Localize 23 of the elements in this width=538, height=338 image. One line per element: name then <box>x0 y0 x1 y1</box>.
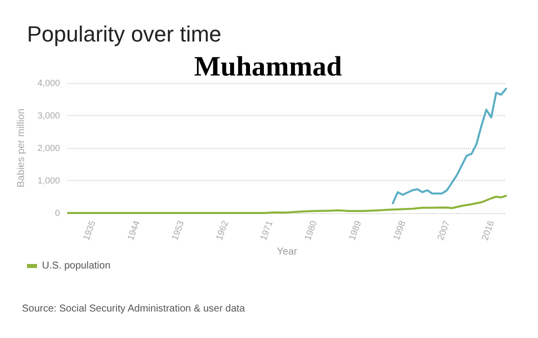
y-tick-label: 4,000 <box>37 78 60 88</box>
legend-label: U.S. population <box>42 260 110 272</box>
y-axis-title: Babies per million <box>16 108 28 188</box>
x-tick-label: 1980 <box>302 219 319 242</box>
y-tick-label: 3,000 <box>37 110 60 120</box>
x-tick-label: 1989 <box>346 219 364 242</box>
x-tick-label: 2007 <box>435 219 452 242</box>
x-tick-label: 1971 <box>258 219 274 242</box>
line-series <box>67 194 507 214</box>
x-tick-label: 1998 <box>391 219 408 242</box>
x-tick-label: 1953 <box>170 219 186 242</box>
y-tick-label: 1,000 <box>37 176 60 186</box>
chart-title: Popularity over time <box>27 22 222 46</box>
x-tick-label: 1944 <box>125 219 142 242</box>
y-tick-label: 2,000 <box>37 143 60 153</box>
chart-subtitle: Muhammad <box>194 52 342 82</box>
line-series <box>392 88 507 204</box>
x-axis-title: Year <box>276 246 298 258</box>
x-tick-label: 2016 <box>480 219 496 242</box>
source-note: Source: Social Security Administration & user data <box>22 304 246 314</box>
x-tick-label: 1935 <box>81 219 98 242</box>
y-tick-label: 0 <box>54 208 60 218</box>
x-tick-label: 1962 <box>214 219 230 242</box>
